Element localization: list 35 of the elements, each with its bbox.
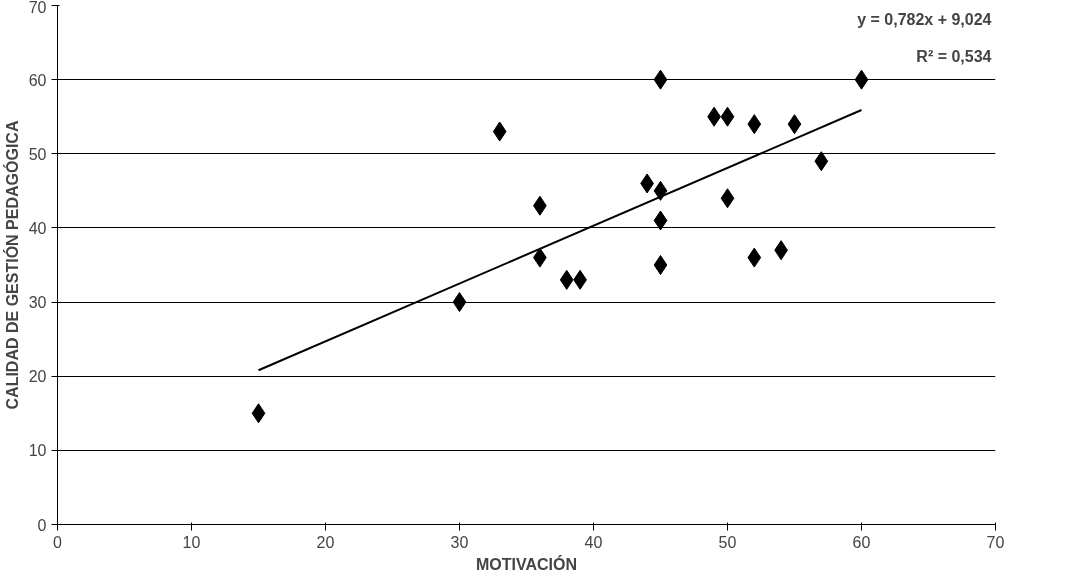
- point: [653, 210, 668, 231]
- y-tick-label: 50: [28, 145, 47, 163]
- x-axis-title: MOTIVACIÓN: [475, 554, 578, 573]
- point: [452, 292, 467, 313]
- point: [559, 269, 574, 290]
- point: [747, 247, 762, 268]
- y-tick-label: 70: [28, 0, 47, 16]
- x-tick-label: 50: [718, 533, 737, 551]
- y-axis-title: CALIDAD DE GESTIÓN PEDAGÓGICA: [2, 120, 21, 410]
- annotation: R² = 0,534: [916, 47, 992, 65]
- annotation: y = 0,782x + 9,024: [857, 10, 992, 28]
- point: [854, 69, 869, 90]
- x-tick-label: 20: [316, 533, 335, 551]
- point: [787, 114, 802, 135]
- point: [653, 255, 668, 275]
- x-tick-label: 60: [852, 533, 871, 551]
- x-tick-label: 10: [182, 533, 201, 551]
- y-tick-label: 30: [28, 294, 47, 312]
- point: [720, 106, 735, 127]
- point: [653, 69, 668, 90]
- point: [653, 180, 668, 201]
- x-tick-label: 0: [53, 533, 63, 551]
- y-tick-label: 40: [28, 219, 47, 237]
- point: [747, 114, 762, 135]
- y-tick-label: 20: [28, 368, 47, 386]
- point: [492, 121, 507, 142]
- y-tick-label: 60: [28, 71, 47, 89]
- x-tick-label: 40: [584, 533, 603, 551]
- point: [251, 403, 266, 424]
- point: [720, 188, 735, 209]
- x-tick-label: 70: [986, 533, 1005, 551]
- y-tick-label: 0: [37, 516, 47, 534]
- point: [814, 151, 829, 172]
- y-tick-label: 10: [28, 442, 47, 460]
- x-tick-label: 30: [450, 533, 469, 551]
